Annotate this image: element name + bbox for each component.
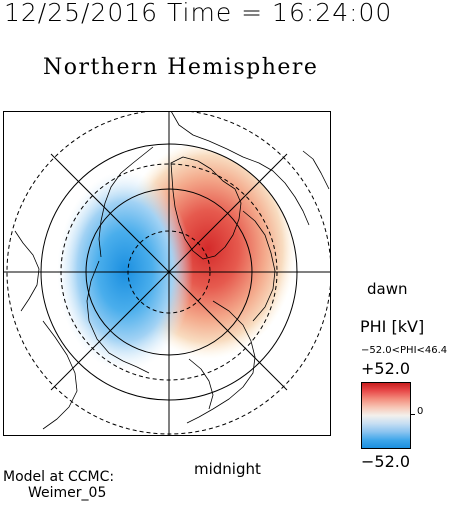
- polar-map: [3, 110, 331, 436]
- datetime-header: 12/25/2016 Time = 16:24:00: [4, 0, 393, 27]
- coast-eurasia-west: [86, 260, 150, 374]
- coast-eurasia-north: [98, 146, 154, 258]
- meridian-diagonal-2: [50, 153, 288, 391]
- coast-alaska: [302, 150, 330, 190]
- negative-cell: [57, 171, 193, 371]
- colorbar: [361, 382, 411, 449]
- coast-greenland: [170, 156, 242, 260]
- coast-asia-east: [14, 230, 40, 312]
- coast-canada-east: [242, 210, 276, 322]
- meridian-lines: [3, 111, 331, 436]
- plot-title: Northern Hemisphere: [43, 55, 319, 80]
- coastlines: [14, 110, 330, 430]
- colorbar-zero-label: 0: [417, 406, 424, 417]
- coast-north-america-north: [170, 110, 310, 226]
- colorbar-zero-tick: [411, 414, 415, 415]
- legend-min-label: −52.0: [361, 452, 411, 471]
- dawn-label: dawn: [367, 280, 408, 298]
- model-credit-line1: Model at CCMC:: [3, 469, 115, 485]
- legend-range: −52.0<PHI<46.4: [361, 345, 448, 356]
- coast-iceland-region: [188, 358, 214, 410]
- coast-north-america-east: [186, 300, 256, 424]
- coast-europe: [42, 320, 78, 430]
- legend-max-label: +52.0: [361, 359, 411, 378]
- model-credit-line2: Weimer_05: [28, 485, 107, 501]
- potential-pattern: [57, 144, 296, 371]
- midnight-label: midnight: [194, 460, 261, 478]
- legend-title: PHI [kV]: [360, 317, 425, 336]
